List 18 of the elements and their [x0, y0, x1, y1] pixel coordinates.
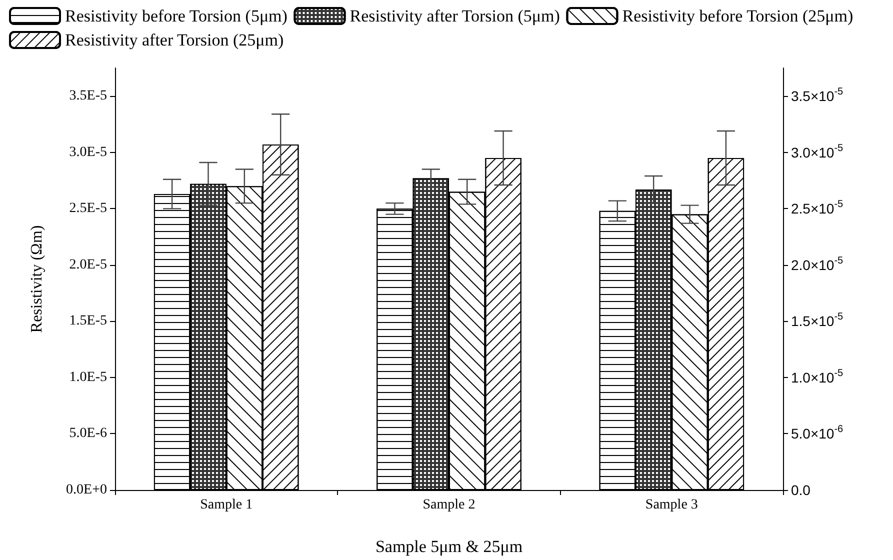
- y2-tick-label: 0.0: [791, 482, 811, 498]
- legend-label: Resistivity before Torsion (5μm): [65, 6, 288, 26]
- y-tick-label: 3.5E-5: [69, 88, 107, 104]
- y-axis-title: Resistivity (Ωm): [28, 225, 46, 333]
- x-axis-title: Sample 5μm & 25μm: [375, 537, 523, 556]
- y-tick-label: 1.5E-5: [69, 314, 107, 329]
- y-tick-label: 1.0E-5: [69, 370, 107, 385]
- y-tick-label: 2.0E-5: [69, 257, 107, 272]
- y-tick-label: 0.0E+0: [66, 482, 107, 498]
- x-tick-label: Sample 1: [200, 498, 253, 512]
- y-tick-label: 5.0E-6: [69, 426, 107, 442]
- x-tick-label: Sample 3: [645, 498, 698, 512]
- y-tick-label: 3.0E-5: [69, 144, 107, 160]
- legend-label: Resistivity before Torsion (25μm): [622, 6, 854, 26]
- legend-label: Resistivity after Torsion (25μm): [65, 30, 284, 50]
- legend-label: Resistivity after Torsion (5μm): [350, 6, 560, 26]
- y-tick-label: 2.5E-5: [69, 201, 107, 216]
- x-tick-label: Sample 2: [422, 498, 476, 512]
